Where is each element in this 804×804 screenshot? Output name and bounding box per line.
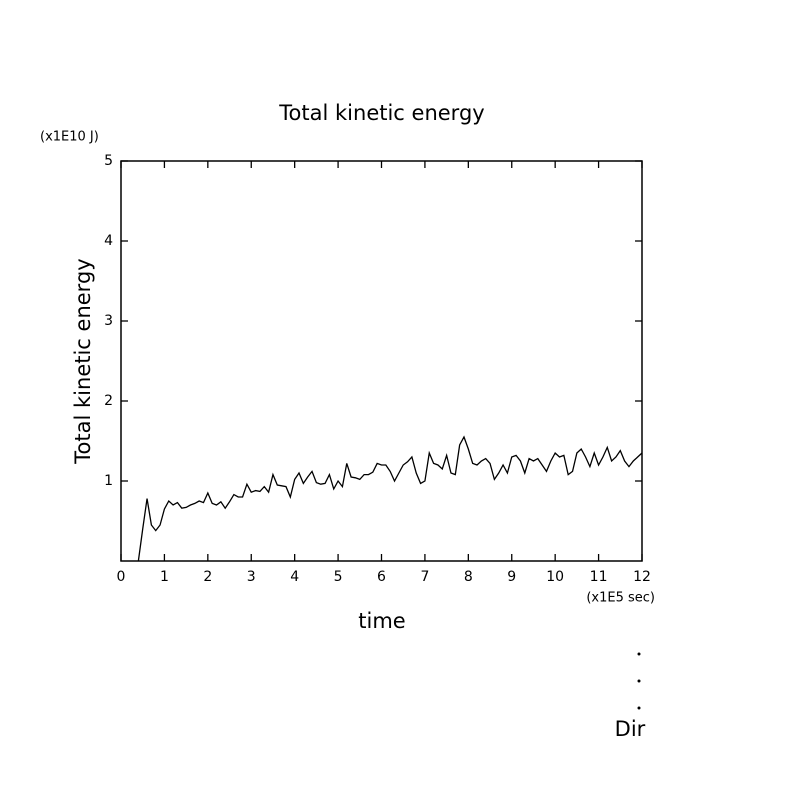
x-axis-label: time	[358, 609, 405, 633]
x-tick-label: 10	[546, 569, 564, 585]
x-tick-label: 1	[160, 569, 169, 585]
x-tick-label: 9	[507, 569, 516, 585]
x-unit: (x1E5 sec)	[586, 591, 655, 606]
y-axis-label: Total kinetic energy	[71, 258, 95, 464]
y-tick-label: 2	[104, 393, 113, 409]
x-tick-label: 6	[377, 569, 386, 585]
chart-title: Total kinetic energy	[278, 101, 484, 125]
y-unit: (x1E10 J)	[40, 130, 99, 145]
x-tick-label: 8	[464, 569, 473, 585]
dot	[637, 679, 641, 683]
x-tick-label: 5	[334, 569, 343, 585]
y-tick-label: 3	[104, 313, 113, 329]
y-tick-label: 4	[104, 233, 113, 249]
annotation: Dir	[615, 717, 646, 741]
x-tick-label: 4	[290, 569, 299, 585]
y-tick-label: 5	[104, 153, 113, 169]
dot	[637, 706, 641, 710]
x-tick-label: 12	[633, 569, 651, 585]
x-tick-label: 3	[247, 569, 256, 585]
data-line	[137, 435, 643, 562]
y-tick-label: 1	[104, 473, 113, 489]
x-tick-label: 7	[420, 569, 429, 585]
x-tick-label: 11	[590, 569, 608, 585]
dot	[637, 652, 641, 656]
x-tick-label: 2	[203, 569, 212, 585]
x-tick-label: 0	[117, 569, 126, 585]
